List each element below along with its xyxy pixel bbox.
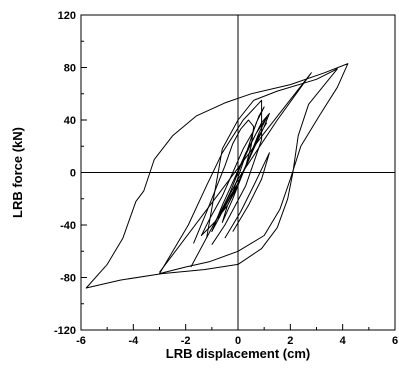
x-axis-title: LRB displacement (cm) bbox=[166, 346, 310, 361]
y-tick-label: -80 bbox=[60, 273, 76, 285]
y-axis-title: LRB force (kN) bbox=[10, 127, 25, 218]
x-tick-label: -2 bbox=[181, 335, 191, 347]
y-tick-label: 80 bbox=[64, 63, 76, 75]
axes bbox=[80, 14, 396, 331]
y-tick-label: 40 bbox=[64, 115, 76, 127]
x-tick-label: 6 bbox=[392, 335, 398, 347]
x-tick-label: -6 bbox=[76, 335, 86, 347]
x-tick-label: 4 bbox=[340, 335, 347, 347]
hysteresis-curve-2 bbox=[193, 106, 270, 244]
hysteresis-curve-1 bbox=[85, 63, 349, 289]
x-tick-label: 0 bbox=[235, 335, 241, 347]
y-tick-label: 120 bbox=[58, 10, 76, 22]
x-tick-label: -4 bbox=[128, 335, 139, 347]
tick-labels: -6 -4 -2 0 2 4 6 -120 -80 -40 0 40 80 120 bbox=[54, 10, 398, 347]
y-tick-label: 0 bbox=[70, 168, 76, 180]
x-tick-label: 2 bbox=[287, 335, 293, 347]
y-tick-label: -40 bbox=[60, 220, 76, 232]
hysteresis-curve-3 bbox=[224, 152, 270, 239]
series-layer bbox=[85, 63, 349, 289]
y-tick-label: -120 bbox=[54, 325, 76, 337]
hysteresis-curve-4 bbox=[159, 72, 312, 273]
